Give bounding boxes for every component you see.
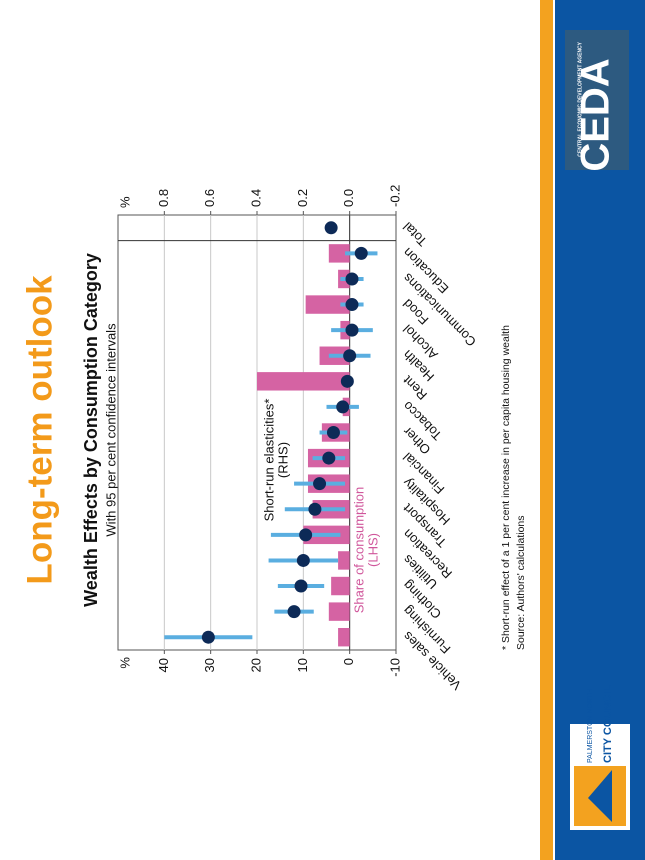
bar xyxy=(331,576,350,596)
point xyxy=(326,426,340,439)
y2-tick-label: 0.6 xyxy=(202,189,217,207)
y-tick-label: 30 xyxy=(202,658,217,672)
point xyxy=(201,630,215,644)
point xyxy=(308,502,322,516)
point xyxy=(324,221,338,235)
ceda-logo-text: CEDA xyxy=(574,58,618,171)
y-tick-label: 10 xyxy=(295,658,310,672)
council-logo-text: CITY COUNCIL xyxy=(602,685,614,763)
bar xyxy=(257,372,350,391)
bar xyxy=(338,627,350,647)
point xyxy=(287,605,301,619)
point xyxy=(299,528,313,542)
annotation: Short-run elasticities* xyxy=(261,399,276,522)
council-logo-text: PALMERSTON NORTH xyxy=(587,689,594,763)
slide-title: Long-term outlook xyxy=(20,275,59,585)
y-tick-label: 0 xyxy=(341,658,356,665)
point xyxy=(322,451,336,465)
y2-tick-label: 0.0 xyxy=(341,189,356,207)
y-tick-label: 40 xyxy=(156,658,171,672)
point xyxy=(336,400,350,414)
point xyxy=(340,374,354,388)
annotation: Share of consumption xyxy=(351,487,366,613)
annotation: (RHS) xyxy=(275,442,290,478)
point xyxy=(294,579,308,593)
bar xyxy=(328,244,350,263)
y-tick-label: 20 xyxy=(248,658,263,672)
y2-tick-label: 0.2 xyxy=(295,189,310,207)
ceda-logo xyxy=(565,30,629,170)
y-tick-label: -10 xyxy=(387,658,402,677)
point xyxy=(343,349,357,363)
point xyxy=(345,298,359,312)
point xyxy=(345,272,359,286)
point xyxy=(313,477,327,491)
footnote: * Short-run effect of a 1 per cent incre… xyxy=(500,325,512,650)
bar xyxy=(305,295,350,314)
orange-stripe xyxy=(540,0,553,860)
y2-tick-label: -0.2 xyxy=(387,185,402,207)
point xyxy=(345,323,359,337)
point xyxy=(354,246,368,260)
chart-title: Wealth Effects by Consumption Category xyxy=(81,253,101,607)
y2-tick-label: 0.4 xyxy=(248,189,263,207)
footer-band xyxy=(555,0,645,860)
bar xyxy=(328,602,350,621)
y2-tick-label: 0.8 xyxy=(156,189,171,207)
y2-axis-unit: % xyxy=(117,196,132,208)
ceda-logo-subtext: CENTRAL ECONOMIC DEVELOPMENT AGENCY xyxy=(577,41,583,156)
chart-subtitle: With 95 per cent confidence intervals xyxy=(103,323,118,537)
point xyxy=(296,553,310,567)
y-axis-unit: % xyxy=(117,657,132,669)
council-logo-shape xyxy=(588,770,612,822)
bar xyxy=(338,551,350,570)
annotation: (LHS) xyxy=(365,533,380,567)
source-note: Source: Authors' calculations xyxy=(515,516,527,651)
